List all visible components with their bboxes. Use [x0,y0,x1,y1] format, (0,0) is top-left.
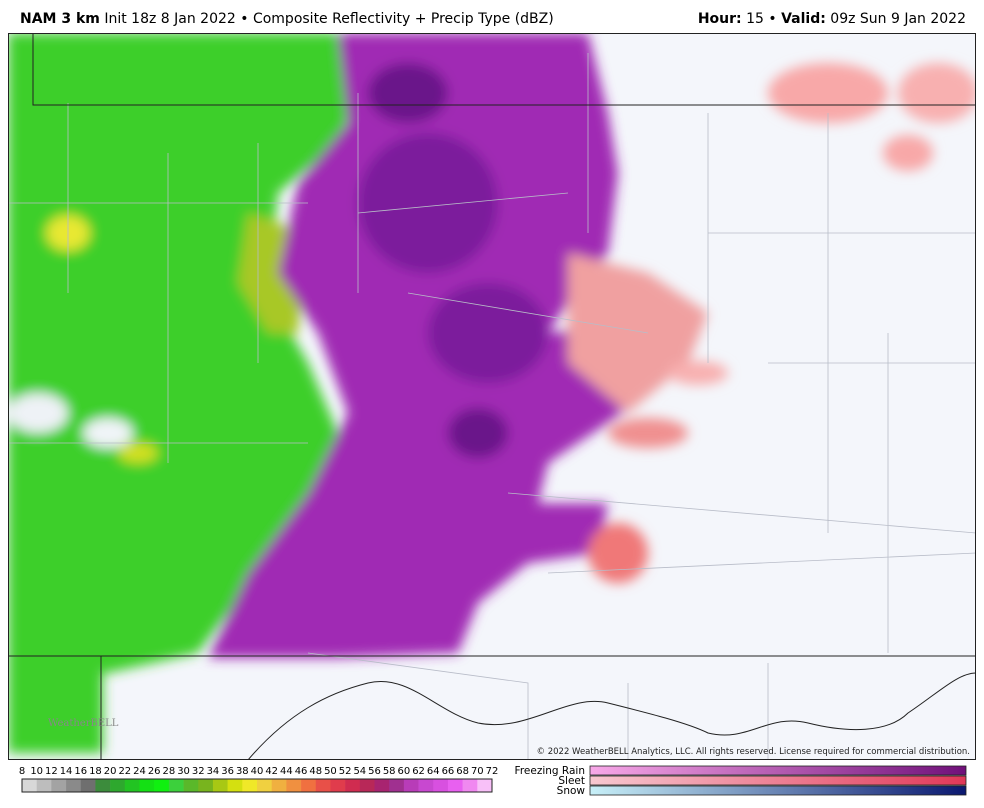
scale-label: 72 [486,766,499,777]
scale-label: 14 [60,766,73,777]
valid: 09z Sun 9 Jan 2022 [830,11,966,27]
type-label: Sleet [558,775,585,787]
scale-label: 18 [89,766,102,777]
scale-label: 50 [324,766,337,777]
scale-label: 42 [265,766,278,777]
scale-swatch [389,779,405,792]
scale-swatch [447,779,463,792]
type-label: Snow [557,785,586,797]
scale-swatch [462,779,478,792]
scale-swatch [242,779,258,792]
scale-label: 16 [74,766,87,777]
scale-swatch [110,779,126,792]
scale-label: 32 [192,766,205,777]
scale-swatch [286,779,302,792]
scale-label: 12 [45,766,58,777]
legend: 8 10 12 14 16 18 20 22 24 26 28 30 32 34 36 38 40 42 44 46 4… [19,765,967,797]
scale-swatch [36,779,52,792]
scale-label: 54 [353,766,366,777]
scale-swatch [139,779,155,792]
scale-swatch [198,779,214,792]
scale-label: 44 [280,766,293,777]
scale-swatch [345,779,361,792]
watermark: WeatherBELL [48,718,119,729]
type-bar [589,785,967,796]
scale-label: 34 [207,766,220,777]
scale-label: 64 [427,766,440,777]
precip [8,33,976,753]
scale-swatch [477,779,493,792]
scale-label: 48 [309,766,322,777]
scale-swatch [51,779,67,792]
map-frame [8,33,976,760]
scale-label: 56 [368,766,381,777]
hour: 15 • [746,11,777,27]
scale-swatch [330,779,346,792]
scale-swatch [154,779,170,792]
scale-swatch [433,779,449,792]
scale-swatch [257,779,272,792]
scale-swatch [403,779,419,792]
valid-label: Valid: [781,11,826,27]
scale-swatch [374,779,390,792]
scale-label: 40 [251,766,264,777]
scale-label: 24 [133,766,146,777]
scale-swatch [124,779,140,792]
model: NAM 3 km [20,11,100,27]
type-label: Freezing Rain [515,765,585,777]
scale-label: 68 [456,766,469,777]
scale-label: 36 [221,766,234,777]
scale-swatch [271,779,287,792]
scale-label: 62 [412,766,425,777]
scale-label: 46 [295,766,308,777]
map: WeatherBELL © 2022 WeatherBELL Analytics… [8,33,976,760]
scale-label: 30 [177,766,190,777]
scale-label: 10 [30,766,43,777]
scale-label: 28 [163,766,176,777]
scale-swatch [95,779,111,792]
scale-label: 38 [236,766,249,777]
scale-swatch [66,779,82,792]
scale-label: 70 [471,766,484,777]
county-lines [8,53,976,760]
init: Init 18z 8 Jan 2022 • Composite Reflecti… [104,11,554,27]
header: NAM 3 km Init 18z 8 Jan 2022 • Composite… [0,0,984,33]
scale-swatch [301,779,317,792]
scale-label: 8 [19,766,25,777]
scale-label: 58 [383,766,396,777]
scale-swatch [168,779,184,792]
scale-label: 20 [104,766,117,777]
scale-label: 26 [148,766,161,777]
scale-swatch [359,779,375,792]
scale-swatch [227,779,243,792]
type-bar [589,765,967,776]
scale-swatch [80,779,96,792]
scale-swatch [212,779,228,792]
title-left: NAM 3 km Init 18z 8 Jan 2022 • Composite… [20,11,554,27]
scale-swatch [183,779,199,792]
scale-frame [21,778,493,793]
type-bar [589,775,967,786]
scale-label: 22 [118,766,131,777]
hour-label: Hour: [697,11,742,27]
scale-swatch [315,779,331,792]
title-right: Hour: 15 • Valid: 09z Sun 9 Jan 2022 [698,11,966,27]
state-lines [8,33,976,760]
scale-swatch [418,779,434,792]
scale-swatch [22,779,37,792]
scale-label: 66 [442,766,455,777]
scale-label: 60 [398,766,411,777]
copyright: © 2022 WeatherBELL Analytics, LLC. All r… [537,747,970,757]
scale-label: 52 [339,766,352,777]
